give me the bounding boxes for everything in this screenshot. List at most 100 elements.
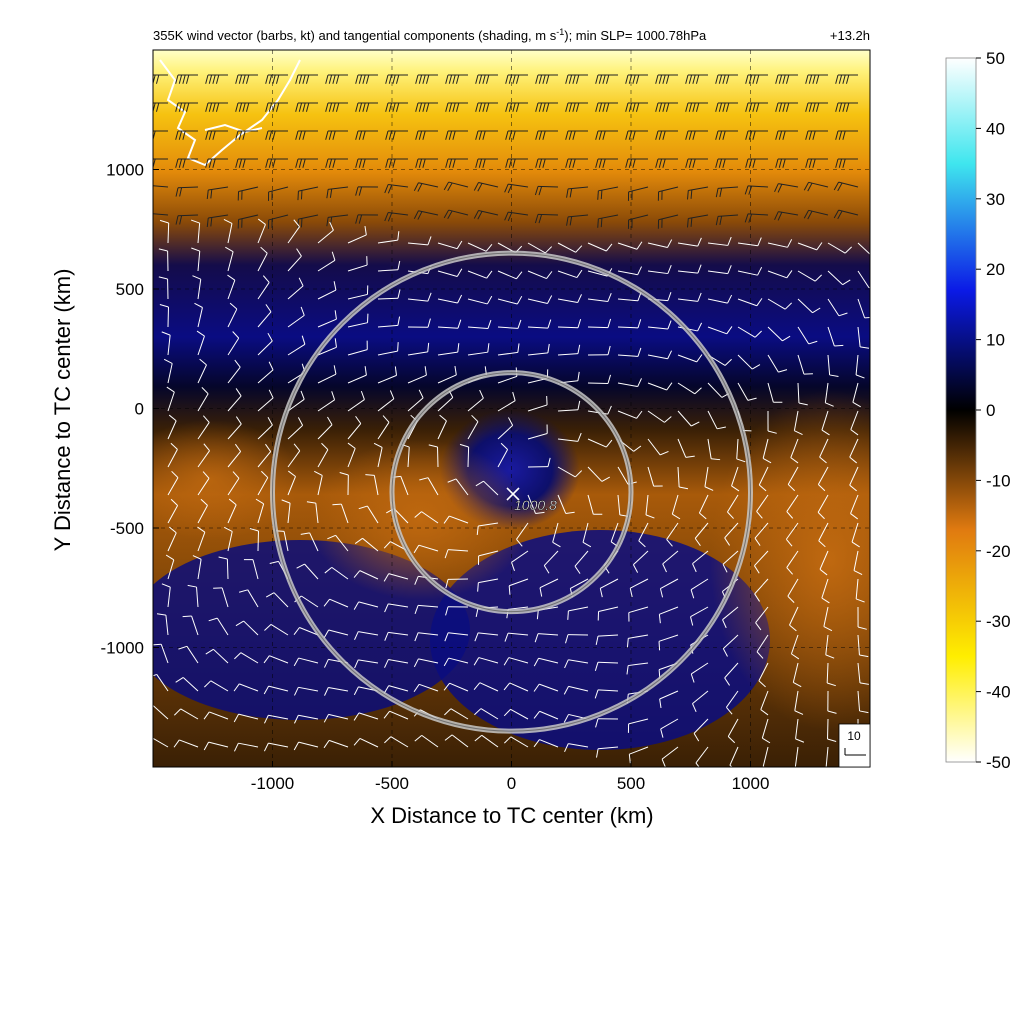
wind-barb (566, 214, 589, 226)
wind-barb (437, 268, 463, 277)
wind-barb (206, 186, 229, 200)
wind-barb (504, 632, 529, 642)
wind-barb (347, 340, 368, 356)
wind-barb (823, 606, 833, 632)
wind-barb (383, 710, 409, 720)
wind-barb (153, 705, 169, 720)
wind-barb (293, 627, 319, 636)
wind-barb (745, 158, 768, 168)
wind-barb (655, 102, 678, 112)
wind-barb (557, 269, 583, 279)
wind-barb (511, 550, 529, 571)
wind-barb (437, 294, 463, 304)
wind-barb (677, 292, 702, 302)
wind-barb (564, 659, 589, 669)
wind-barb (377, 260, 401, 272)
wind-barb (767, 326, 791, 342)
wind-barb (293, 714, 319, 724)
wind-barb (857, 690, 869, 714)
wind-barb (753, 550, 769, 574)
wind-barb (445, 578, 469, 589)
wind-barb (794, 690, 804, 715)
wind-barb (263, 655, 289, 664)
wind-barb (767, 382, 783, 403)
wind-barb (473, 210, 499, 220)
wind-barb (384, 631, 409, 641)
wind-barb (767, 354, 788, 373)
wind-barb (445, 102, 468, 112)
wind-barb (413, 182, 439, 192)
wind-barb (677, 466, 689, 490)
wind-barb (587, 494, 603, 515)
wind-barb (797, 382, 808, 406)
wind-barb (444, 708, 469, 720)
wind-barb (175, 74, 198, 84)
wind-barb (821, 410, 830, 436)
wind-barb (690, 662, 709, 683)
wind-barb (707, 410, 726, 430)
wind-barb (445, 130, 468, 140)
wind-barb (187, 584, 199, 608)
wind-barb (297, 214, 319, 229)
wind-barb (354, 659, 379, 669)
wind-barb (197, 443, 210, 468)
wind-barb (527, 295, 553, 304)
wind-barb (647, 466, 663, 487)
wind-barb (407, 318, 431, 328)
wind-barb (819, 438, 829, 464)
wind-barb (437, 414, 447, 440)
wind-barb (324, 687, 349, 696)
wind-barb (475, 480, 499, 496)
wind-barb (413, 544, 439, 554)
wind-barb (597, 186, 619, 200)
wind-barb (827, 298, 848, 317)
wind-barb (297, 186, 319, 201)
wind-barb (724, 522, 739, 546)
tc-center-marker: 1000.8 (506, 487, 557, 513)
wind-barb (659, 690, 679, 708)
wind-barb (761, 718, 771, 744)
wind-barb (153, 185, 169, 188)
wind-barb (326, 186, 349, 199)
wind-barb (503, 682, 529, 692)
wind-barb (594, 689, 619, 699)
wind-barb (762, 746, 769, 767)
wind-barb (428, 444, 439, 468)
wind-barb (857, 634, 869, 658)
wind-barb (754, 578, 769, 602)
wind-barb (295, 102, 318, 112)
wind-barb (354, 631, 379, 640)
wind-barb (707, 438, 721, 461)
wind-barb (437, 240, 463, 250)
wind-barb (737, 237, 762, 247)
wind-barb (347, 285, 369, 300)
wind-barb (625, 102, 648, 112)
colorbar-tick-label: -40 (986, 683, 1011, 702)
wind-barb (731, 466, 740, 492)
wind-barb (794, 746, 799, 767)
wind-barb (235, 620, 259, 636)
wind-barb (205, 130, 228, 140)
wind-barb (317, 442, 329, 468)
wind-barb (504, 211, 529, 222)
wind-barb (414, 632, 439, 642)
x-tick-label: 0 (507, 774, 516, 793)
wind-barb (574, 550, 589, 574)
wind-barb (445, 74, 468, 84)
wind-barb (737, 382, 757, 401)
range-rings (270, 250, 753, 734)
wind-barb (153, 737, 169, 748)
wind-barb (596, 746, 619, 758)
wind-barb (243, 559, 259, 580)
wind-barb (437, 343, 460, 356)
wind-barb (225, 246, 234, 272)
wind-barb (197, 526, 206, 552)
wind-barb (355, 214, 379, 224)
wind-barb (443, 515, 469, 524)
wind-barb (196, 330, 205, 356)
wind-barb (715, 102, 738, 112)
wind-barb (722, 634, 739, 657)
wind-barb (175, 677, 199, 692)
wind-barb (597, 214, 619, 228)
